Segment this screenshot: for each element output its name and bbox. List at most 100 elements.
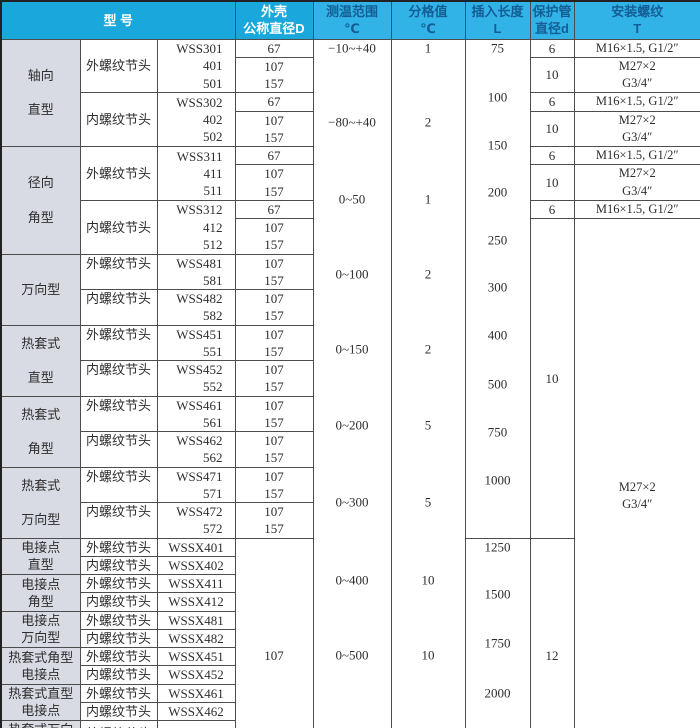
joint-type-cell: 外螺纹节头 <box>79 683 158 703</box>
tube-diameter-cell: 10 <box>529 56 575 94</box>
model-cell: WSS481 581 <box>156 253 236 290</box>
model-cell: WSSX402 <box>156 555 236 576</box>
tube-diameter-cell: 6 <box>529 145 575 166</box>
category-cell: 电接点 角型 <box>0 574 81 612</box>
tube-diameter-cell: 6 <box>529 92 575 112</box>
division-value: 2 <box>424 266 432 281</box>
model-cell: WSS301 401 501 <box>156 38 236 94</box>
division-value: 5 <box>424 417 432 432</box>
model-cell: WSSX452 <box>156 665 236 685</box>
tube-diameter-cell: 10 <box>529 218 575 539</box>
category-cell: 电接点 直型 <box>0 537 81 575</box>
joint-type-cell: 外螺纹节头 <box>79 395 158 432</box>
joint-type-cell: 内螺纹节头 <box>79 92 158 147</box>
shell-diameter-cell: 107 157 <box>234 360 314 397</box>
insertion-length-upper-column: 75 100 150 200 250 300 400 500 750 1000 <box>464 38 531 539</box>
shell-diameter-cell: 107 <box>234 537 314 728</box>
insertion-length-value: 750 <box>487 424 508 439</box>
joint-type-cell: 内螺纹节头 <box>79 199 158 255</box>
thread-cell: M16×1.5, G1/2″ <box>573 199 700 220</box>
joint-type-cell: 外螺纹节头 <box>79 38 158 94</box>
header-thread: 安装螺纹 T <box>573 0 700 40</box>
model-cell: WSSX411 <box>156 573 236 594</box>
model-cell: WSS312 412 512 <box>156 199 236 255</box>
header-shell-diameter: 外壳 公称直径D <box>234 0 314 40</box>
shell-diameter-cell: 107 157 <box>234 324 314 361</box>
category-cell: 热套式角型 电接点 <box>0 647 81 685</box>
division-value: 2 <box>424 114 432 129</box>
category-cell: 热套式 万向型 <box>0 466 81 539</box>
temp-range-value: −10~+40 <box>328 40 376 55</box>
division-value: 1 <box>424 191 432 206</box>
temp-range-column: −10~+40 −80~+40 0~50 0~100 0~150 0~200 0… <box>312 38 392 728</box>
joint-type-cell: 外螺纹节头 <box>79 146 158 201</box>
insertion-length-value: 1000 <box>484 472 511 487</box>
tube-diameter-cell: 12 <box>529 537 575 728</box>
header-tube-diameter: 保护管 直径d <box>529 0 575 40</box>
header-insertion-length: 插入长度 L <box>464 0 531 40</box>
shell-diameter-cell: 67 <box>234 145 314 166</box>
shell-diameter-cell: 107 157 <box>234 218 314 255</box>
insertion-length-value: 100 <box>487 89 508 104</box>
shell-diameter-cell: 67 <box>234 38 314 58</box>
model-cell: WSS302 402 502 <box>156 92 236 147</box>
category-cell: 热套式直型 电接点 <box>0 683 81 721</box>
insertion-length-value: 1750 <box>484 635 511 650</box>
joint-type-cell: 内螺纹节头 <box>79 289 158 326</box>
model-cell: WSSX461 <box>156 683 236 703</box>
joint-type-cell: 内螺纹节头 <box>79 701 158 722</box>
model-cell: WSS461 561 <box>156 395 236 432</box>
thread-cell: M16×1.5, G1/2″ <box>573 38 700 58</box>
temp-range-value: −80~+40 <box>328 114 376 129</box>
insertion-length-value: 250 <box>487 232 508 247</box>
tube-diameter-cell: 6 <box>529 38 575 58</box>
joint-type-cell: 内螺纹节头 <box>79 592 158 612</box>
category-cell: 电接点 万向型 <box>0 610 81 648</box>
division-column: 1 2 1 2 2 5 5 10 10 <box>390 38 466 728</box>
thread-cell: M27×2 G3/4″ <box>573 217 700 728</box>
header-model: 型 号 <box>0 0 236 40</box>
model-cell: WSSX401 <box>156 537 236 557</box>
shell-diameter-cell: 107 157 <box>234 466 314 503</box>
division-value: 10 <box>421 647 435 662</box>
insertion-length-value: 2000 <box>484 685 511 700</box>
insertion-length-value: 75 <box>491 40 504 55</box>
joint-type-cell: 内螺纹节头 <box>79 555 158 576</box>
temp-range-value: 0~200 <box>335 417 369 432</box>
model-cell: WSSX471 <box>156 719 236 728</box>
shell-diameter-cell: 107 157 <box>234 56 314 94</box>
joint-type-cell: 外螺纹节头 <box>79 719 158 728</box>
insertion-length-value: 1250 <box>484 539 511 554</box>
joint-type-cell: 内螺纹节头 <box>79 360 158 397</box>
thread-cell: M27×2 G3/4″ <box>573 164 700 201</box>
shell-diameter-cell: 107 157 <box>234 395 314 432</box>
category-cell: 热套式 角型 <box>0 395 81 468</box>
header-row: 型 号 外壳 公称直径D 测温范围 ℃ 分格值 ℃ 插入长度 L 保护管 直径d… <box>0 0 700 40</box>
temp-range-value: 0~500 <box>335 647 369 662</box>
tube-diameter-cell: 10 <box>529 164 575 201</box>
insertion-length-lower-column: 1250 1500 1750 2000 <box>464 537 531 728</box>
insertion-length-value: 400 <box>487 327 508 342</box>
joint-type-cell: 外螺纹节头 <box>79 537 158 557</box>
temp-range-value: 0~50 <box>338 191 366 206</box>
header-temp-range: 测温范围 ℃ <box>312 0 392 40</box>
joint-type-cell: 外螺纹节头 <box>79 610 158 630</box>
temp-range-value: 0~400 <box>335 572 369 587</box>
tube-diameter-cell: 10 <box>529 110 575 147</box>
shell-diameter-cell: 107 157 <box>234 253 314 290</box>
thread-cell: M27×2 G3/4″ <box>573 56 700 94</box>
joint-type-cell: 外螺纹节头 <box>79 646 158 667</box>
category-cell: 径向 角型 <box>0 146 81 255</box>
shell-diameter-cell: 67 <box>234 199 314 220</box>
temp-range-value: 0~150 <box>335 341 369 356</box>
thread-cell: M16×1.5, G1/2″ <box>573 92 700 112</box>
joint-type-cell: 外螺纹节头 <box>79 466 158 503</box>
temp-range-value: 0~100 <box>335 266 369 281</box>
thread-cell: M16×1.5, G1/2″ <box>573 145 700 166</box>
joint-type-cell: 内螺纹节头 <box>79 502 158 539</box>
model-cell: WSSX462 <box>156 701 236 722</box>
model-cell: WSS471 571 <box>156 466 236 503</box>
model-cell: WSS452 552 <box>156 360 236 397</box>
